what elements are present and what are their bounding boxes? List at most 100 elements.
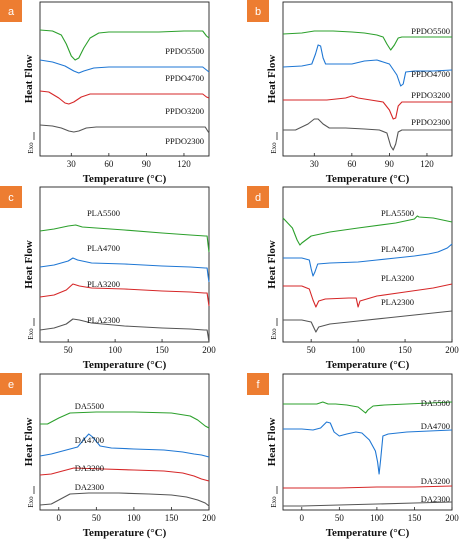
x-tick-label: 150 <box>155 345 169 355</box>
series-DA2300: DA2300 <box>283 494 453 507</box>
series-DA5500: DA5500 <box>40 401 210 429</box>
series-PPDO2300: PPDO2300 <box>283 117 452 151</box>
x-axis-label: Temperature (°C) <box>83 173 167 185</box>
series-PLA3200: PLA3200 <box>283 273 453 308</box>
panel-badge-text: e <box>8 379 14 391</box>
series-label: PLA3200 <box>87 279 120 289</box>
exo-indicator: Exo <box>27 132 35 154</box>
series-PLA5500: PLA5500 <box>282 208 453 246</box>
y-axis-label: Heat Flow <box>23 418 35 467</box>
x-tick-label: 100 <box>127 513 141 523</box>
series-line <box>282 30 452 51</box>
series-line <box>39 467 210 482</box>
x-tick-label: 0 <box>57 513 62 523</box>
y-axis-label: Heat Flow <box>23 55 35 104</box>
plot-frame <box>39 373 210 511</box>
series-line <box>39 318 210 343</box>
x-tick-label: 120 <box>420 159 434 169</box>
x-tick-label: 200 <box>445 513 459 523</box>
series-label: DA2300 <box>75 482 104 492</box>
x-tick-label: 200 <box>202 345 216 355</box>
series-PPDO4700: PPDO4700 <box>39 59 210 83</box>
series-label: DA3200 <box>75 463 104 473</box>
series-label: PLA2300 <box>87 315 120 325</box>
x-tick-label: 150 <box>408 513 422 523</box>
panel-badge-text: c <box>8 192 14 204</box>
series-DA5500: DA5500 <box>283 398 453 414</box>
panel-badge-text: a <box>8 6 15 18</box>
series-label: PLA5500 <box>87 208 120 218</box>
series-line <box>39 124 210 134</box>
panel-badge-text: b <box>255 6 261 18</box>
series-line <box>283 310 453 333</box>
panel-label-a: a <box>0 0 22 22</box>
series-line <box>39 283 210 307</box>
plot-frame <box>39 1 210 157</box>
x-tick-label: 150 <box>398 345 412 355</box>
x-tick-label: 90 <box>385 159 395 169</box>
exo-indicator: Exo <box>270 318 278 340</box>
x-axis-label: Temperature (°C) <box>83 359 167 371</box>
plot-frame <box>282 186 453 343</box>
exo-label: Exo <box>270 142 278 154</box>
series-DA4700: DA4700 <box>39 433 210 458</box>
panel-f: f 0 50 100 150 200 Temperature (°C) Heat Flow Ex… <box>247 373 459 539</box>
series-line <box>283 95 452 120</box>
x-tick-label: 0 <box>300 513 305 523</box>
series-PLA2300: PLA2300 <box>39 315 210 343</box>
x-tick-label: 100 <box>351 345 365 355</box>
series-label: PPDO3200 <box>411 90 450 100</box>
panel-badge-text: f <box>256 379 260 391</box>
series-label: DA5500 <box>75 401 104 411</box>
series-PLA4700: PLA4700 <box>39 243 210 283</box>
series-label: DA4700 <box>75 435 104 445</box>
series-label: PLA4700 <box>87 243 120 253</box>
x-tick-label: 60 <box>104 159 114 169</box>
panel-label-b: b <box>247 0 269 22</box>
x-axis-ticks: 30 60 90 120 <box>310 153 434 169</box>
series-DA2300: DA2300 <box>39 482 210 507</box>
x-tick-label: 90 <box>142 159 152 169</box>
panel-badge-box <box>0 373 22 395</box>
series-label: DA4700 <box>421 421 450 431</box>
exo-indicator: Exo <box>270 486 278 508</box>
series-line <box>39 257 210 283</box>
x-axis-label: Temperature (°C) <box>326 359 410 371</box>
y-axis-label: Heat Flow <box>23 240 35 289</box>
x-tick-label: 100 <box>370 513 384 523</box>
panel-e: e 0 50 100 150 200 Temperature (°C) Heat Flow Ex… <box>0 373 216 539</box>
series-DA4700: DA4700 <box>283 421 453 475</box>
series-label: PPDO2300 <box>165 136 204 146</box>
series-line <box>283 283 453 308</box>
series-line <box>283 118 452 151</box>
x-axis-ticks: 50 100 150 200 <box>64 339 216 355</box>
exo-label: Exo <box>270 496 278 508</box>
panel-label-e: e <box>0 373 22 395</box>
x-axis-ticks: 0 50 100 150 200 <box>300 507 459 523</box>
exo-indicator: Exo <box>270 132 278 154</box>
series-label: PPDO4700 <box>165 73 204 83</box>
series-PLA5500: PLA5500 <box>39 208 210 253</box>
series-PPDO3200: PPDO3200 <box>39 90 210 116</box>
plot-frame <box>39 186 210 343</box>
panel-badge-box <box>0 186 22 208</box>
series-line <box>283 243 453 277</box>
series-label: DA2300 <box>421 494 450 504</box>
panel-badge-box <box>247 373 269 395</box>
series-label: PLA5500 <box>381 208 414 218</box>
exo-label: Exo <box>270 328 278 340</box>
panel-badge-box <box>247 186 269 208</box>
series-line <box>283 485 453 489</box>
series-DA3200: DA3200 <box>283 476 453 489</box>
y-axis-label: Heat Flow <box>266 418 278 467</box>
x-axis-label: Temperature (°C) <box>326 173 410 185</box>
series-PPDO2300: PPDO2300 <box>39 124 210 146</box>
panel-badge-box <box>247 0 269 22</box>
panel-label-c: c <box>0 186 22 208</box>
x-axis-label: Temperature (°C) <box>83 527 167 539</box>
series-DA3200: DA3200 <box>39 463 210 482</box>
series-line <box>39 492 210 507</box>
x-tick-label: 50 <box>335 513 345 523</box>
series-label: PPDO5500 <box>411 26 450 36</box>
series-label: PLA4700 <box>381 244 414 254</box>
